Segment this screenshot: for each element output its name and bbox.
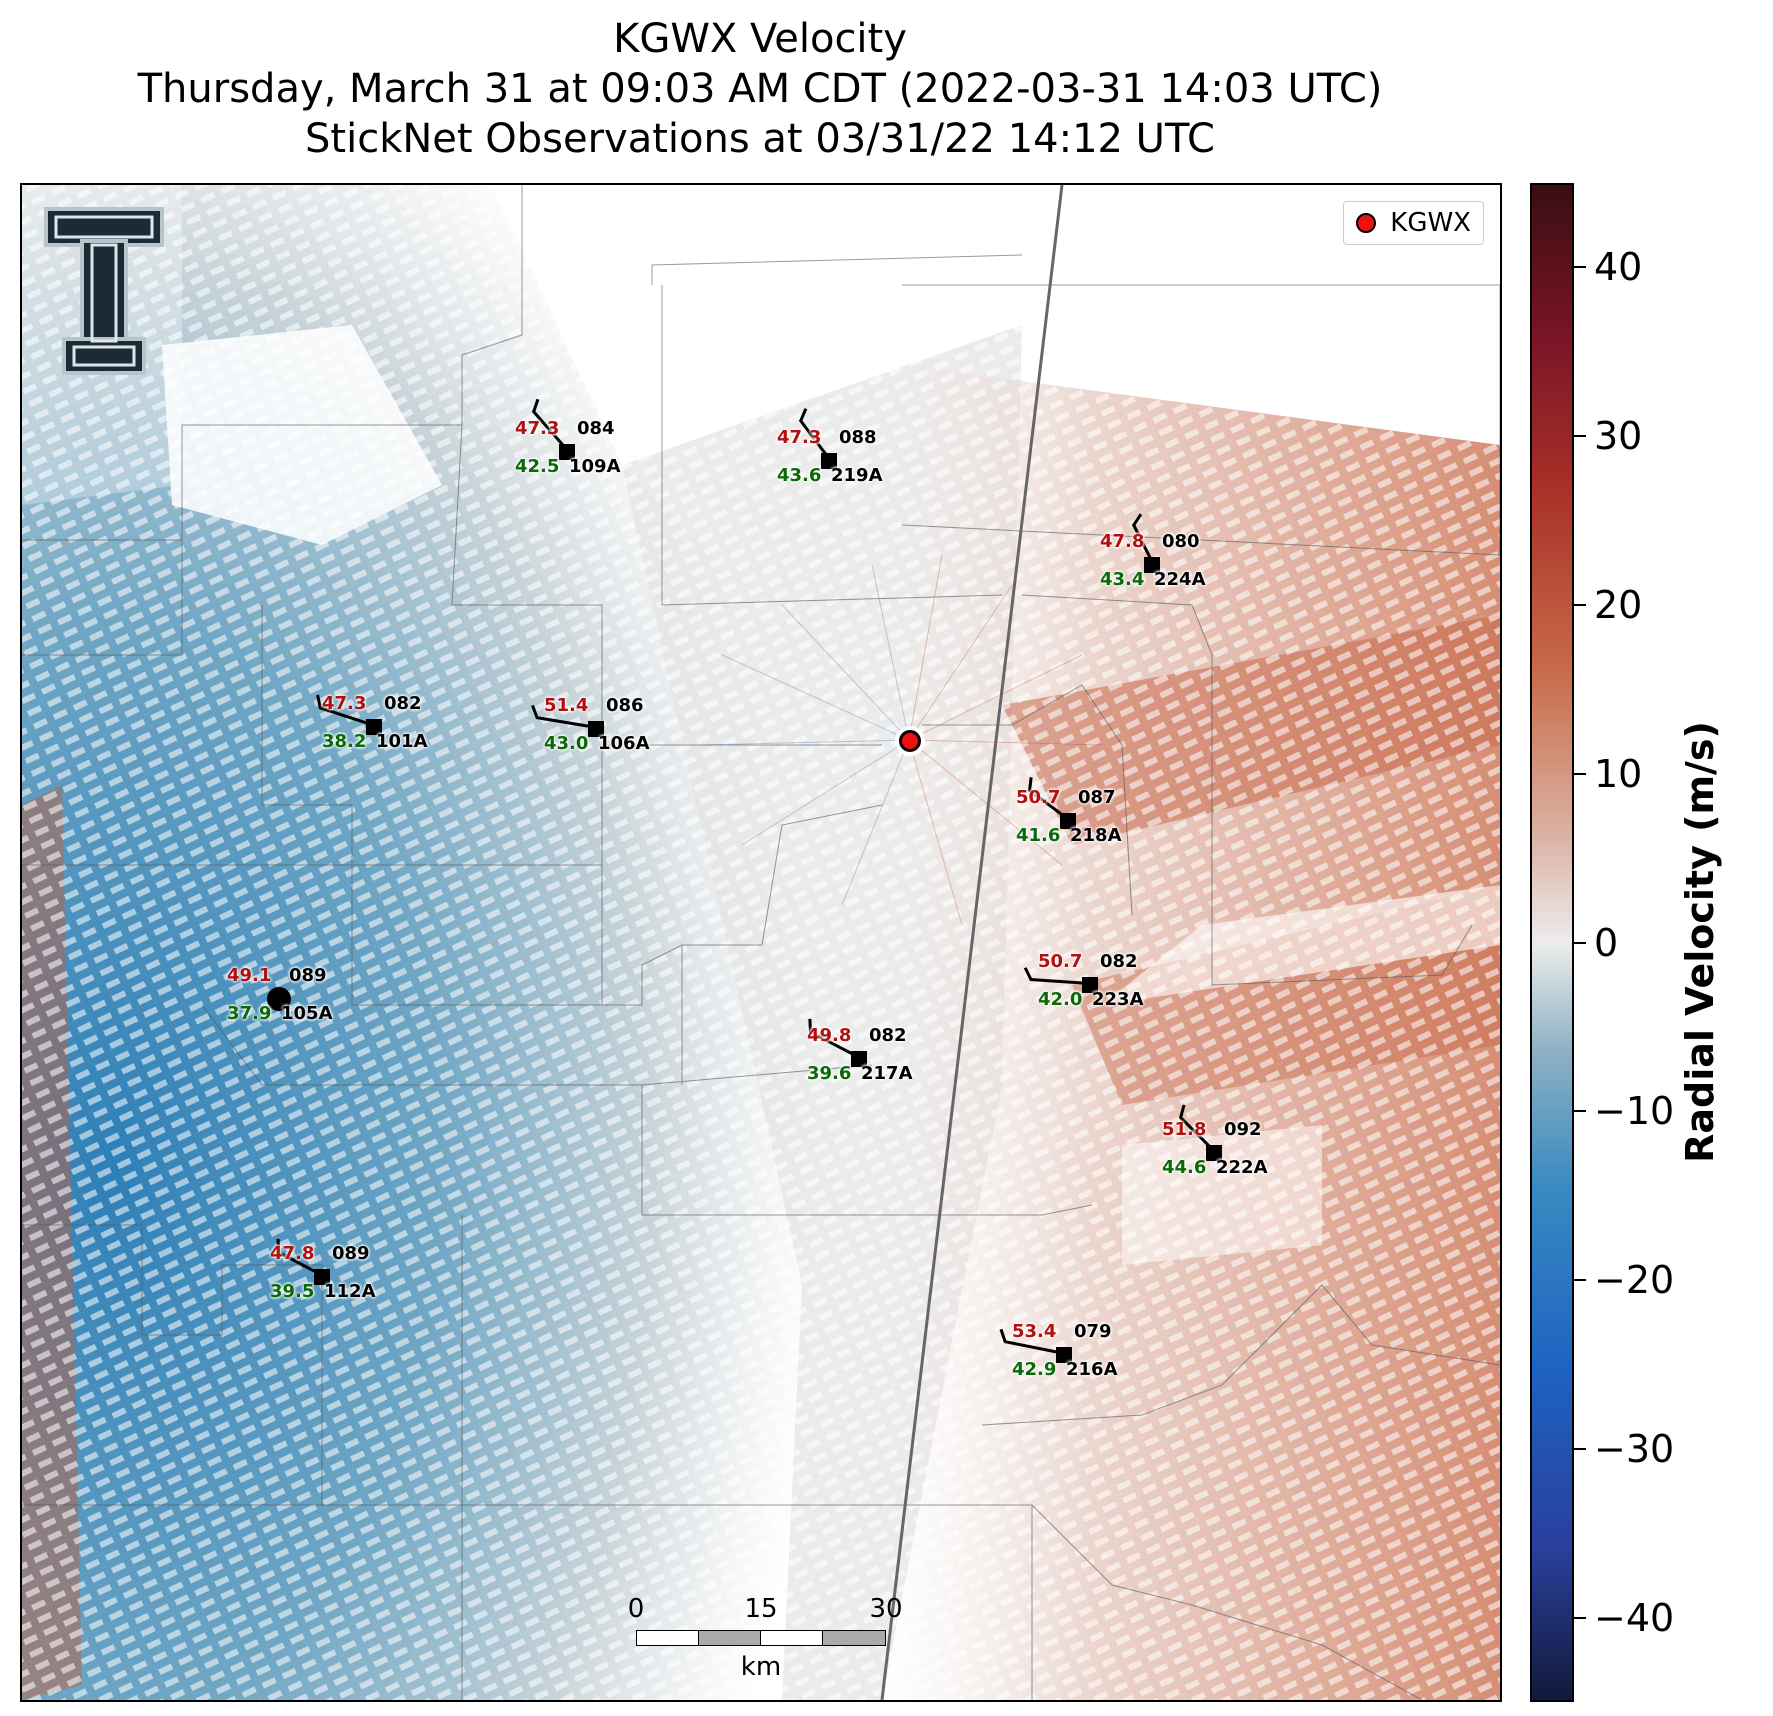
station-dir: 088	[839, 427, 877, 448]
kgwx-radar-marker[interactable]	[899, 730, 921, 752]
station-temp: 50.7	[1038, 951, 1083, 972]
station-id: 109A	[569, 456, 621, 477]
station-id: 101A	[376, 731, 428, 752]
station-id: 216A	[1066, 1359, 1118, 1380]
station-square-marker	[821, 453, 837, 469]
station-square-marker	[851, 1051, 867, 1067]
station-id: 218A	[1070, 825, 1122, 846]
station-temp: 49.1	[227, 965, 272, 986]
station-temp: 50.7	[1016, 787, 1061, 808]
station-id: 222A	[1216, 1157, 1268, 1178]
map-subtitle-time: Thursday, March 31 at 09:03 AM CDT (2022…	[137, 66, 1383, 112]
station-square-marker	[559, 444, 575, 460]
station-wind: 42.9	[1012, 1359, 1057, 1380]
map-title: KGWX Velocity	[613, 16, 907, 62]
station-temp: 49.8	[807, 1025, 852, 1046]
station-id: 112A	[324, 1281, 376, 1302]
scale-label-0: 0	[627, 1594, 645, 1624]
station-dir: 079	[1074, 1321, 1112, 1342]
station-wind: 43.0	[544, 733, 589, 754]
map-subtitle-obs: StickNet Observations at 03/31/22 14:12 …	[305, 116, 1215, 162]
station-dir: 082	[1100, 951, 1138, 972]
station-dir: 089	[289, 965, 327, 986]
velocity-colorbar	[1530, 183, 1574, 1702]
station-wind: 43.6	[777, 465, 822, 486]
colorbar-tick-label: −20	[1594, 1258, 1675, 1303]
station-dir: 082	[869, 1025, 907, 1046]
texas-tech-logo	[44, 207, 164, 375]
station-calm-marker	[267, 987, 291, 1011]
scale-segment-2	[698, 1630, 761, 1646]
colorbar-tick-label: −40	[1594, 1595, 1675, 1640]
station-wind: 42.5	[515, 456, 560, 477]
station-square-marker	[366, 719, 382, 735]
station-temp: 51.4	[544, 695, 589, 716]
scale-segment-1	[636, 1630, 699, 1646]
station-id: 106A	[598, 733, 650, 754]
station-square-marker	[314, 1269, 330, 1285]
station-temp: 51.8	[1162, 1119, 1207, 1140]
station-wind: 43.4	[1100, 569, 1145, 590]
map-legend: KGWX	[1343, 201, 1484, 245]
station-id: 223A	[1092, 989, 1144, 1010]
station-dir: 082	[384, 693, 422, 714]
colorbar-tick-label: 30	[1594, 414, 1643, 459]
station-wind: 42.0	[1038, 989, 1083, 1010]
radar-legend-dot	[1356, 213, 1377, 233]
radar-field	[22, 185, 1500, 1700]
scale-bar	[636, 1630, 886, 1648]
colorbar-tick-label: 20	[1594, 582, 1643, 627]
colorbar-tick-label: 10	[1594, 751, 1643, 796]
station-id: 224A	[1154, 569, 1206, 590]
colorbar-tick-label: −10	[1594, 1089, 1675, 1134]
colorbar-tick-label: 0	[1594, 920, 1619, 965]
station-dir: 087	[1078, 787, 1116, 808]
station-square-marker	[1206, 1145, 1222, 1161]
station-dir: 080	[1162, 531, 1200, 552]
station-dir: 092	[1224, 1119, 1262, 1140]
station-wind: 39.5	[270, 1281, 315, 1302]
station-temp: 47.3	[322, 693, 367, 714]
scale-segment-4	[822, 1630, 886, 1646]
scale-unit: km	[740, 1652, 782, 1682]
station-dir: 086	[606, 695, 644, 716]
station-square-marker	[1056, 1347, 1072, 1363]
radar-velocity-map[interactable]: 47.3 084 42.5 109A 47.3 088 43.6 219A 47.8 080 43.…	[20, 183, 1502, 1702]
station-wind: 39.6	[807, 1063, 852, 1084]
station-id: 105A	[281, 1003, 333, 1024]
scale-label-15: 15	[744, 1594, 778, 1624]
station-temp: 47.8	[270, 1243, 315, 1264]
station-dir: 084	[577, 418, 615, 439]
colorbar-tick-label: 40	[1594, 245, 1643, 290]
station-wind: 44.6	[1162, 1157, 1207, 1178]
station-wind: 41.6	[1016, 825, 1061, 846]
station-square-marker	[1060, 813, 1076, 829]
station-square-marker	[588, 721, 604, 737]
station-temp: 47.3	[515, 418, 560, 439]
station-temp: 53.4	[1012, 1321, 1057, 1342]
scale-segment-3	[760, 1630, 823, 1646]
legend-label: KGWX	[1390, 208, 1471, 238]
station-wind: 37.9	[227, 1003, 272, 1024]
station-square-marker	[1144, 557, 1160, 573]
colorbar-label: Radial Velocity (m/s)	[1678, 721, 1722, 1163]
station-temp: 47.8	[1100, 531, 1145, 552]
station-id: 217A	[861, 1063, 913, 1084]
station-square-marker	[1082, 977, 1098, 993]
station-id: 219A	[831, 465, 883, 486]
station-dir: 089	[332, 1243, 370, 1264]
station-temp: 47.3	[777, 427, 822, 448]
station-wind: 38.2	[322, 731, 367, 752]
colorbar-tick-label: −30	[1594, 1426, 1675, 1471]
scale-label-30: 30	[869, 1594, 903, 1624]
